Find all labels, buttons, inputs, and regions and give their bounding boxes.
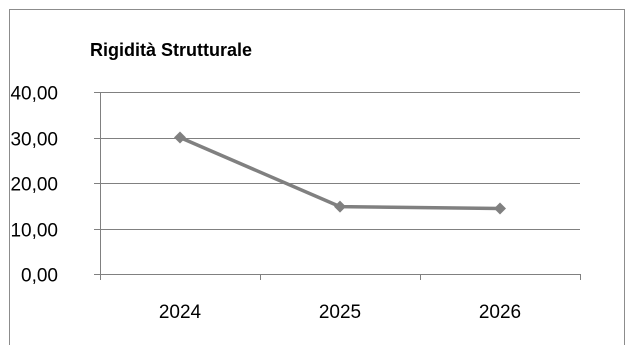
chart-title: Rigidità Strutturale [90, 40, 253, 60]
x-tick-label: 2025 [319, 302, 361, 323]
chart-frame [9, 9, 625, 345]
axes [94, 92, 581, 280]
data-point-marker [494, 202, 506, 215]
x-tick-label: 2026 [479, 302, 521, 323]
data-point-marker [174, 131, 186, 144]
y-tick-label: 40,00 [10, 84, 58, 105]
series-line [179, 135, 501, 211]
y-tick-label: 20,00 [10, 175, 58, 196]
y-tick-labels: 0,00 10,00 20,00 30,00 40,00 [10, 84, 58, 287]
y-tick-label: 30,00 [10, 130, 58, 151]
y-tick-label: 10,00 [10, 221, 58, 242]
x-tick-label: 2024 [159, 302, 202, 323]
series-layer [174, 131, 506, 215]
data-point-marker [334, 200, 346, 213]
y-tick-label: 0,00 [21, 266, 58, 287]
x-tick-labels: 2024 2025 2026 [159, 302, 521, 323]
